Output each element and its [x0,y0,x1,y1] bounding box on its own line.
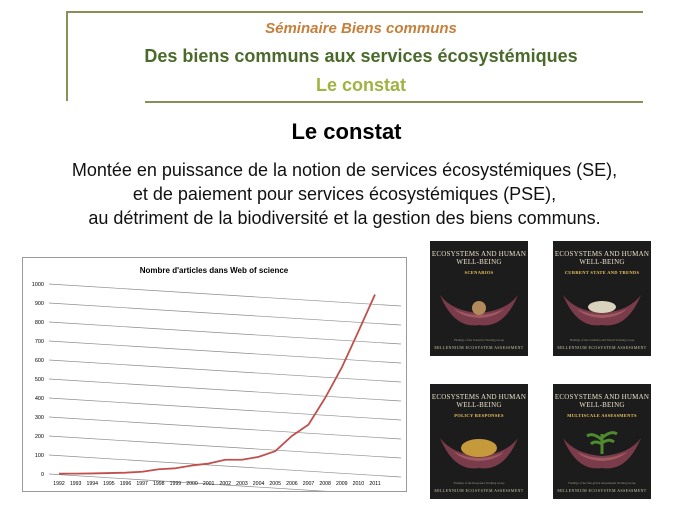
seminar-title: Séminaire Biens communs [265,20,457,37]
x-tick-label: 1992 [53,481,65,487]
y-tick-label: 1000 [32,282,44,288]
x-tick-label: 2000 [186,481,198,487]
gridline [48,283,402,307]
header-bottom-rule [145,101,643,103]
x-tick-label: 2011 [369,481,380,487]
cover-brand: MILLENNIUM ECOSYSTEM ASSESSMENT [434,488,524,493]
gridline [48,397,402,421]
cover-contents [586,431,618,454]
x-tick-label: 1996 [120,481,132,487]
x-tick-label: 1993 [70,481,82,487]
header-top-rule [66,11,643,13]
cover-volume: MULTISCALE ASSESSMENTS [567,413,637,418]
book-cover-current-state: ECOSYSTEMS AND HUMAN WELL-BEING CURRENT … [553,241,651,356]
chart-y-ticks: 0 100 200 300 400 500 600 700 800 900 1000 [32,282,44,478]
x-tick-label: 1997 [136,481,148,487]
gridline [48,454,402,478]
y-tick-label: 100 [35,453,44,459]
book-cover-policy-responses: ECOSYSTEMS AND HUMAN WELL-BEING POLICY R… [430,384,528,499]
chart-gridlines [48,283,402,491]
y-tick-label: 400 [35,396,44,402]
cover-footer: Findings of the Scenarios Working Group [453,338,505,342]
cupped-hands-icon [440,295,518,326]
cover-contents [588,301,616,313]
gridline [48,321,402,345]
slide-heading: Le constat [291,119,402,144]
body-line: Montée en puissance de la notion de serv… [71,160,618,180]
chart-svg: Nombre d'articles dans Web of science 0 1… [32,266,402,491]
x-tick-label: 1999 [170,481,182,487]
chart-series [59,294,376,475]
body-line: et de paiement pour services écosystémiq… [132,184,557,204]
y-tick-label: 0 [41,472,44,478]
cover-title: ECOSYSTEMS AND HUMAN WELL-BEING [554,393,650,409]
section-label: Le constat [315,75,407,95]
cover-title: ECOSYSTEMS AND HUMAN WELL-BEING [554,250,650,266]
x-tick-label: 2006 [286,481,298,487]
gridline [48,473,327,491]
x-tick-label: 2005 [269,481,281,487]
cover-footer: Findings of the Responses Working Group [453,481,505,485]
cover-contents [461,439,497,457]
x-tick-label: 2009 [336,481,348,487]
book-cover-scenarios: ECOSYSTEMS AND HUMAN WELL-BEING SCENARIO… [430,241,528,356]
y-tick-label: 300 [35,415,44,421]
chart-title: Nombre d'articles dans Web of science [140,266,289,275]
gridline [48,340,402,364]
cover-brand: MILLENNIUM ECOSYSTEM ASSESSMENT [434,345,524,350]
x-tick-label: 2007 [303,481,315,487]
chart-x-ticks: 1992 1993 1994 1995 1996 1997 1998 1999 2000 2001… [53,481,380,487]
x-tick-label: 1994 [86,481,98,487]
gridline [48,416,402,440]
y-tick-label: 900 [35,301,44,307]
cover-footer: Findings of the Sub-global Assessments W… [568,481,636,485]
book-cover-multiscale: ECOSYSTEMS AND HUMAN WELL-BEING MULTISCA… [553,384,651,499]
gridline [48,359,402,383]
presentation-subtitle: Des biens communs aux services écosystém… [144,46,578,66]
x-tick-label: 2003 [236,481,248,487]
cover-brand: MILLENNIUM ECOSYSTEM ASSESSMENT [557,488,647,493]
x-tick-label: 1998 [153,481,165,487]
y-tick-label: 600 [35,358,44,364]
gridline [48,435,402,459]
y-tick-label: 200 [35,434,44,440]
cover-brand: MILLENNIUM ECOSYSTEM ASSESSMENT [557,345,647,350]
cover-volume: CURRENT STATE AND TRENDS [564,270,640,275]
y-tick-label: 800 [35,320,44,326]
x-tick-label: 2008 [319,481,331,487]
cover-volume: POLICY RESPONSES [454,413,504,418]
cupped-hands-icon [440,438,518,469]
x-tick-label: 2002 [220,481,232,487]
cover-title: ECOSYSTEMS AND HUMAN WELL-BEING [431,393,527,409]
series-line [59,294,376,475]
cupped-hands-icon [563,431,641,469]
gridline [48,302,402,326]
y-tick-label: 700 [35,339,44,345]
cover-volume: SCENARIOS [464,270,494,275]
x-tick-label: 2004 [253,481,265,487]
x-tick-label: 1995 [103,481,115,487]
articles-chart: Nombre d'articles dans Web of science 0 1… [22,257,407,492]
y-tick-label: 500 [35,377,44,383]
header-left-rule [66,11,68,101]
gridline [48,378,402,402]
x-tick-label: 2010 [353,481,365,487]
x-tick-label: 2001 [203,481,215,487]
cupped-hands-icon [563,295,641,326]
body-text: Montée en puissance de la notion de serv… [0,158,689,230]
cover-title: ECOSYSTEMS AND HUMAN WELL-BEING [431,250,527,266]
cover-contents [472,301,486,315]
body-line: au détriment de la biodiversité et la ge… [88,208,601,228]
cover-footer: Findings of the Condition and Trends Wor… [569,338,635,342]
